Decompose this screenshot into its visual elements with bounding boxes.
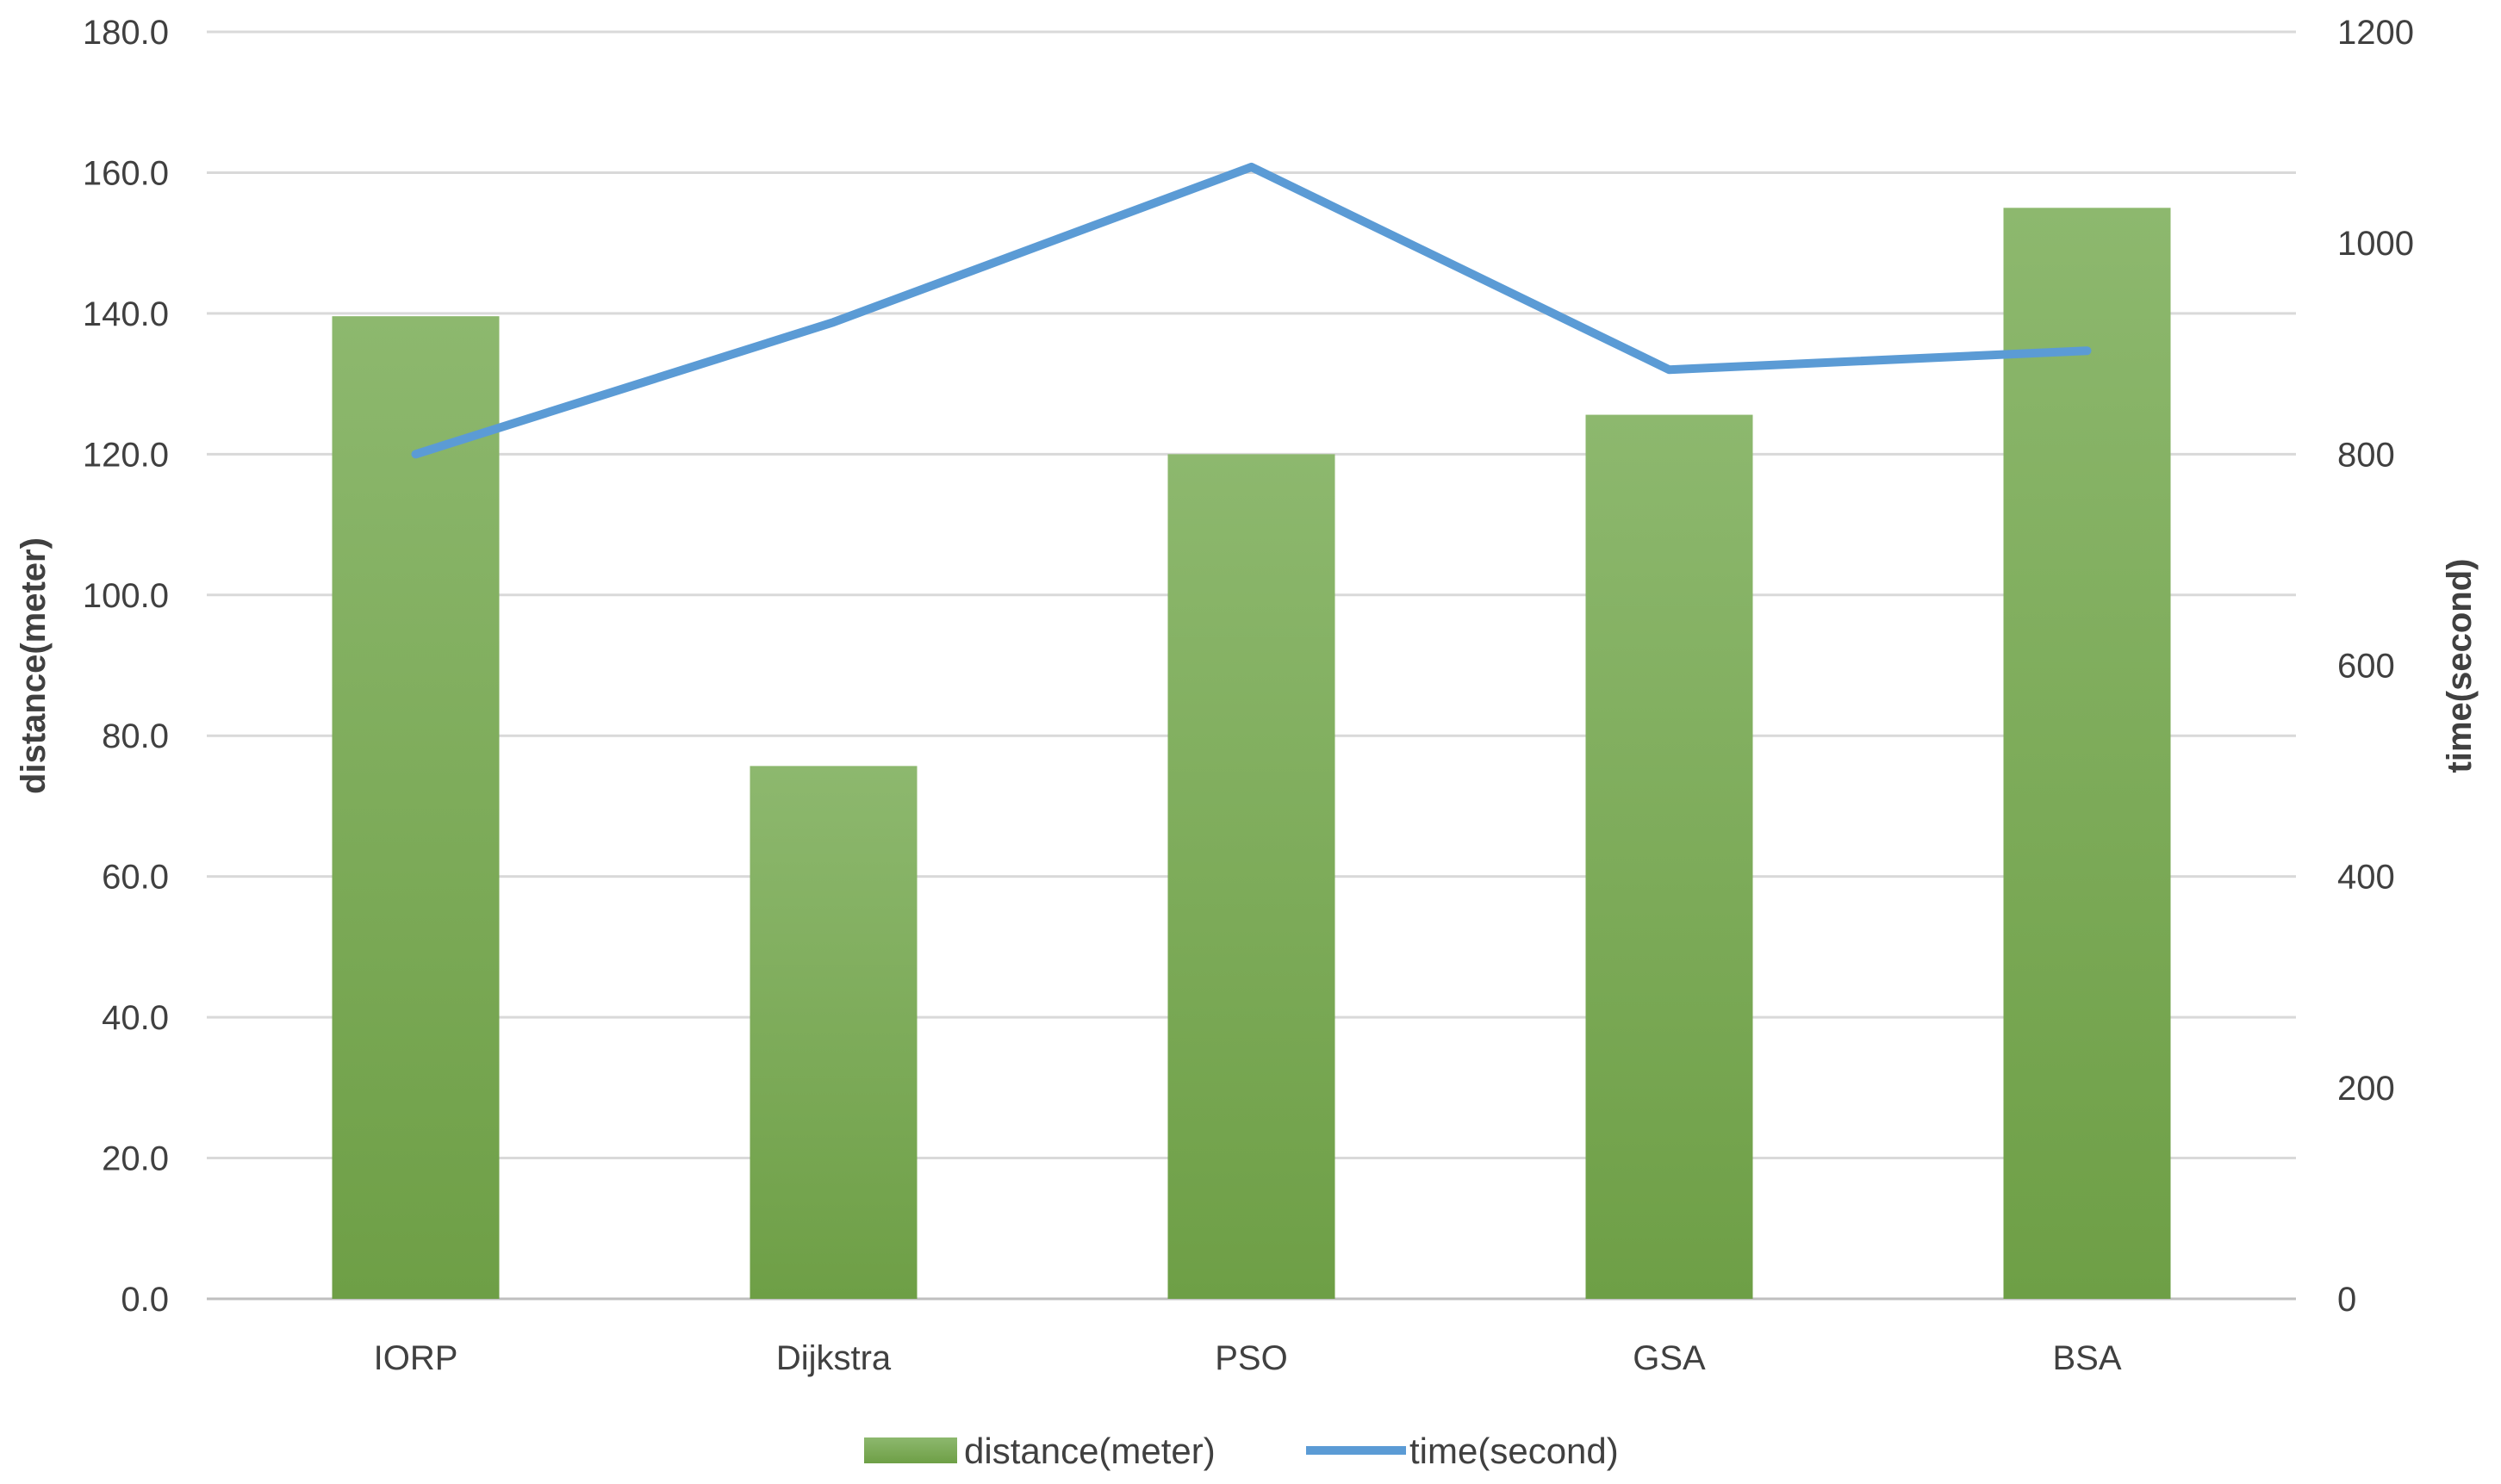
left-axis-title: distance(meter) <box>15 537 53 794</box>
category-label: GSA <box>1633 1339 1706 1377</box>
bar <box>750 766 918 1299</box>
category-label: PSO <box>1215 1339 1287 1377</box>
left-tick-label: 80.0 <box>102 717 169 755</box>
right-tick-label: 400 <box>2337 859 2395 897</box>
line-series <box>411 162 2092 459</box>
left-tick-label: 0.0 <box>121 1281 169 1319</box>
legend-swatch-distance <box>864 1437 957 1463</box>
right-tick-label: 0 <box>2337 1281 2356 1319</box>
category-label: Dijkstra <box>776 1339 892 1377</box>
left-tick-label: 100.0 <box>83 577 169 615</box>
left-tick-label: 160.0 <box>83 154 169 192</box>
right-tick-label: 600 <box>2337 648 2395 686</box>
right-tick-label: 1200 <box>2337 14 2414 52</box>
bar <box>2003 208 2171 1300</box>
bar-series <box>332 208 2171 1300</box>
right-tick-label: 1000 <box>2337 225 2414 263</box>
left-tick-label: 180.0 <box>83 14 169 52</box>
left-tick-label: 140.0 <box>83 295 169 333</box>
bar <box>1167 454 1335 1299</box>
category-label: BSA <box>2052 1339 2121 1377</box>
category-label: IORP <box>374 1339 458 1377</box>
right-tick-label: 800 <box>2337 436 2395 474</box>
legend-label-time: time(second) <box>1409 1431 1619 1471</box>
right-axis-ticks: 0 200 400 600 800 1000 1200 <box>2337 14 2414 1319</box>
right-tick-label: 200 <box>2337 1070 2395 1108</box>
left-tick-label: 20.0 <box>102 1140 169 1178</box>
time-line <box>411 162 2092 459</box>
legend: distance(meter) time(second) <box>864 1431 1619 1471</box>
category-axis-labels: IORP Dijkstra PSO GSA BSA <box>374 1339 2122 1377</box>
left-tick-label: 40.0 <box>102 999 169 1037</box>
bar <box>1585 414 1753 1300</box>
left-axis-ticks: 0.0 20.0 40.0 60.0 80.0 100.0 120.0 140.0 160.0 1… <box>83 14 169 1319</box>
left-tick-label: 120.0 <box>83 436 169 474</box>
left-tick-label: 60.0 <box>102 859 169 897</box>
bar <box>332 316 500 1300</box>
right-axis-title: time(second) <box>2441 559 2479 773</box>
legend-label-distance: distance(meter) <box>964 1431 1216 1471</box>
